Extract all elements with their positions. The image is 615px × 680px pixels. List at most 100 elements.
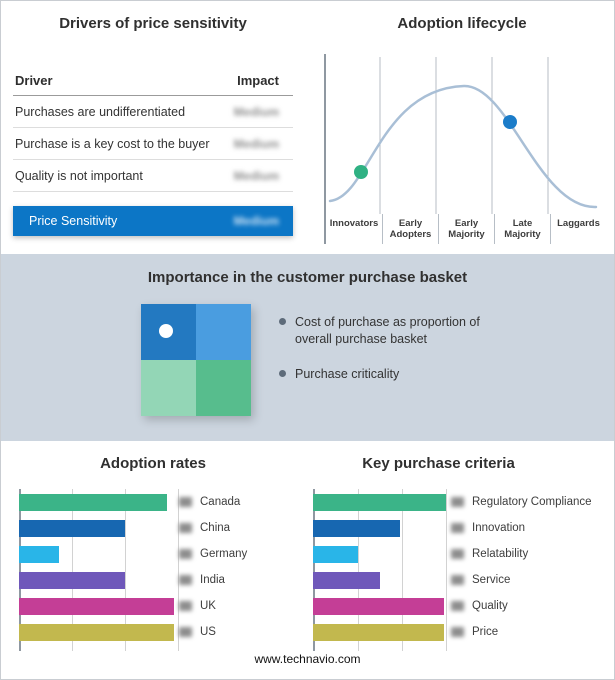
- table-row: Quality is not important Medium: [13, 160, 293, 192]
- redacted-value: [179, 497, 192, 507]
- redacted-value: [451, 523, 464, 533]
- legend-label: Quality: [472, 600, 508, 612]
- redacted-value: [451, 497, 464, 507]
- driver-label: Quality is not important: [15, 168, 143, 183]
- bar-row: [19, 515, 179, 541]
- bar-row: [313, 515, 447, 541]
- legend-item: Regulatory Compliance: [451, 489, 592, 515]
- key-purchase-criteria-legend: Regulatory Compliance Innovation Relatabil…: [451, 489, 592, 645]
- driver-label: Purchases are undifferentiated: [15, 104, 186, 119]
- legend-label: Relatability: [472, 548, 529, 560]
- redacted-value: [451, 601, 464, 611]
- gridline: [446, 489, 447, 651]
- redacted-value: [179, 627, 192, 637]
- impact-value-redacted: Medium: [233, 104, 279, 119]
- y-axis-line: [19, 489, 21, 651]
- price-sensitivity-row: Price Sensitivity Medium: [13, 206, 293, 236]
- bullet-text: Purchase criticality: [295, 366, 400, 381]
- lifecycle-curve-svg: [324, 54, 598, 214]
- bar-india: [19, 571, 126, 589]
- bar-service: [313, 571, 380, 589]
- bar-quality: [313, 597, 445, 615]
- bar-row: [19, 567, 179, 593]
- gridline: [72, 489, 73, 651]
- legend-item: Price: [451, 619, 592, 645]
- legend-label: Regulatory Compliance: [472, 496, 592, 508]
- bar-germany: [19, 545, 59, 563]
- key-purchase-criteria-title: Key purchase criteria: [362, 455, 515, 472]
- legend-item: Quality: [451, 593, 592, 619]
- bar-row: [313, 619, 447, 645]
- legend-label: US: [200, 626, 216, 638]
- bar-china: [19, 519, 126, 537]
- legend-label: UK: [200, 600, 216, 612]
- bar-row: [19, 489, 179, 515]
- adoption-rates-title: Adoption rates: [100, 455, 206, 472]
- legend-item: UK: [179, 593, 247, 619]
- bar-row: [313, 593, 447, 619]
- bar-canada: [19, 493, 167, 511]
- legend-item: Germany: [179, 541, 247, 567]
- purchase-basket-matrix: [141, 304, 251, 416]
- innovators-marker-icon: [354, 165, 368, 179]
- gridline: [402, 489, 403, 651]
- redacted-value: [451, 575, 464, 585]
- legend-item: Canada: [179, 489, 247, 515]
- bar-row: [313, 489, 447, 515]
- gridline: [125, 489, 126, 651]
- legend-label: Price: [472, 626, 499, 638]
- website-url: www.technavio.com: [254, 652, 361, 666]
- drivers-panel: Drivers of price sensitivity Driver Impa…: [13, 9, 293, 236]
- basket-title: Importance in the customer purchase bask…: [147, 269, 468, 286]
- matrix-bottom-left: [141, 360, 196, 416]
- matrix-position-dot: [159, 324, 173, 338]
- purchase-basket-band: Importance in the customer purchase bask…: [1, 254, 614, 441]
- drivers-title: Drivers of price sensitivity: [59, 15, 247, 32]
- bar-us: [19, 623, 174, 641]
- driver-label: Purchase is a key cost to the buyer: [15, 136, 210, 151]
- matrix-bottom-right: [196, 360, 251, 416]
- bar-regulatory-compliance: [313, 493, 446, 511]
- column-header-impact: Impact: [237, 73, 279, 88]
- adoption-rates-plot: [19, 489, 179, 651]
- key-purchase-criteria-chart: Key purchase criteria Regulatory Complia…: [291, 451, 592, 651]
- bar-price: [313, 623, 445, 641]
- legend-label: Germany: [200, 548, 248, 560]
- basket-bullets: Cost of purchase as proportion of overal…: [279, 314, 529, 383]
- stage-label-innovators: Innovators: [329, 218, 379, 229]
- redacted-value: [451, 549, 464, 559]
- legend-item: US: [179, 619, 247, 645]
- table-row: Purchases are undifferentiated Medium: [13, 96, 293, 128]
- legend-label: Service: [472, 574, 511, 586]
- legend-item: China: [179, 515, 247, 541]
- redacted-value: [179, 575, 192, 585]
- adoption-lifecycle-panel: Adoption lifecycle Innovators Early Adop…: [316, 9, 608, 244]
- redacted-value: [179, 601, 192, 611]
- key-purchase-criteria-plot: [313, 489, 447, 651]
- late-majority-marker-icon: [503, 115, 517, 129]
- legend-label: Innovation: [472, 522, 526, 534]
- bar-row: [19, 541, 179, 567]
- legend-item: Service: [451, 567, 592, 593]
- legend-item: Innovation: [451, 515, 592, 541]
- stage-label-early-majority: Early Majority: [438, 214, 494, 244]
- bar-row: [19, 619, 179, 645]
- lifecycle-title: Adoption lifecycle: [397, 15, 527, 32]
- legend-label: China: [200, 522, 231, 534]
- adoption-rates-chart: Adoption rates Canada China Germany India UK…: [13, 451, 293, 651]
- drivers-table: Driver Impact Purchases are undifferenti…: [13, 66, 293, 236]
- impact-value-redacted: Medium: [233, 168, 279, 183]
- bullet-icon: [279, 318, 286, 325]
- bar-relatability: [313, 545, 359, 563]
- bullet-item: Purchase criticality: [279, 366, 529, 383]
- table-row: Purchase is a key cost to the buyer Medi…: [13, 128, 293, 160]
- price-sensitivity-label: Price Sensitivity: [29, 214, 118, 228]
- bullet-item: Cost of purchase as proportion of overal…: [279, 314, 529, 348]
- adoption-rates-legend: Canada China Germany India UK US: [179, 489, 247, 645]
- stage-labels: Innovators Early Adopters Early Majority…: [324, 214, 604, 244]
- legend-item: India: [179, 567, 247, 593]
- y-axis-line: [313, 489, 315, 651]
- gridline: [358, 489, 359, 651]
- bar-row: [313, 567, 447, 593]
